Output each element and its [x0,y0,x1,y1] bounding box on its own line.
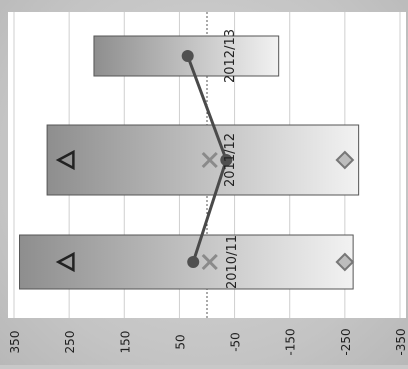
bar-2011-12 [46,124,360,196]
category-label-2011-12: 2011/12 [223,133,238,187]
triangle-marker-2011-12 [55,149,75,171]
bars [19,35,360,290]
category-label-2010-11: 2010/11 [225,235,240,289]
triangle-marker-2010-11 [55,251,75,273]
value-axis-ticks: 350 250 150 50 -50 -150 -250 -350 [8,328,408,355]
value-tick-label-4: -50 [229,332,243,352]
category-label-2012-13: 2012/13 [223,29,238,83]
value-tick-label-6: -250 [339,328,353,355]
diamond-marker-2010-11 [335,252,355,272]
circle-marker-2012-13 [181,50,194,62]
cross-marker-2010-11-b [201,253,218,271]
cross-marker-2011-12 [201,151,218,169]
markers [55,50,355,273]
circle-marker-2010-11 [187,256,200,268]
value-tick-label-3: 50 [173,334,187,349]
value-tick-label-2: 150 [118,331,132,354]
circle-marker-2011-12 [220,154,233,166]
bar-2010-11 [19,234,354,290]
cross-marker-2011-12-b [201,151,218,169]
value-tick-label-7: -350 [394,328,408,355]
cross-marker-2010-11 [201,253,218,271]
value-tick-label-0: 350 [8,331,22,354]
value-tick-label-5: -150 [284,328,298,355]
diamond-marker-2011-12 [335,150,355,170]
value-tick-label-1: 250 [63,331,77,354]
category-labels: 2010/11 2011/12 2012/13 [223,29,240,289]
